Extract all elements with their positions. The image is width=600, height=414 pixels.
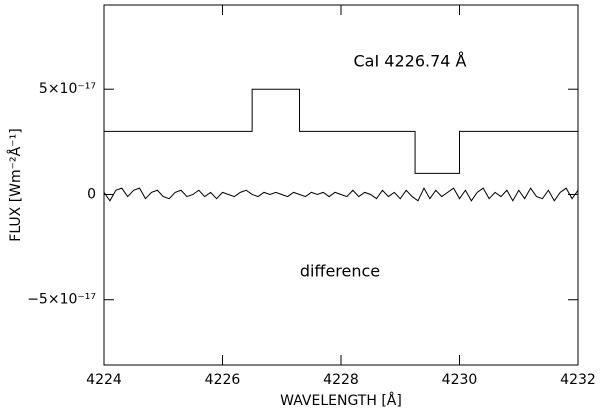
y-tick-label: −5×10⁻¹⁷ — [27, 292, 96, 308]
y-tick-label: 0 — [87, 186, 96, 202]
x-tick-label: 4226 — [205, 372, 241, 388]
x-axis-label: WAVELENGTH [Å] — [280, 392, 402, 409]
x-tick-label: 4228 — [323, 372, 359, 388]
annotation: difference — [300, 262, 380, 281]
series-line — [103, 187, 579, 202]
x-tick-label: 4232 — [560, 372, 596, 388]
series-line — [104, 88, 578, 174]
y-tick-label: 5×10⁻¹⁷ — [39, 81, 96, 97]
plot-frame — [103, 4, 579, 366]
annotation: CaI 4226.74 Å — [354, 52, 467, 71]
y-axis-label: FLUX [Wm⁻²Å⁻¹] — [7, 128, 24, 241]
x-tick-label: 4224 — [86, 372, 122, 388]
x-tick-label: 4230 — [442, 372, 478, 388]
